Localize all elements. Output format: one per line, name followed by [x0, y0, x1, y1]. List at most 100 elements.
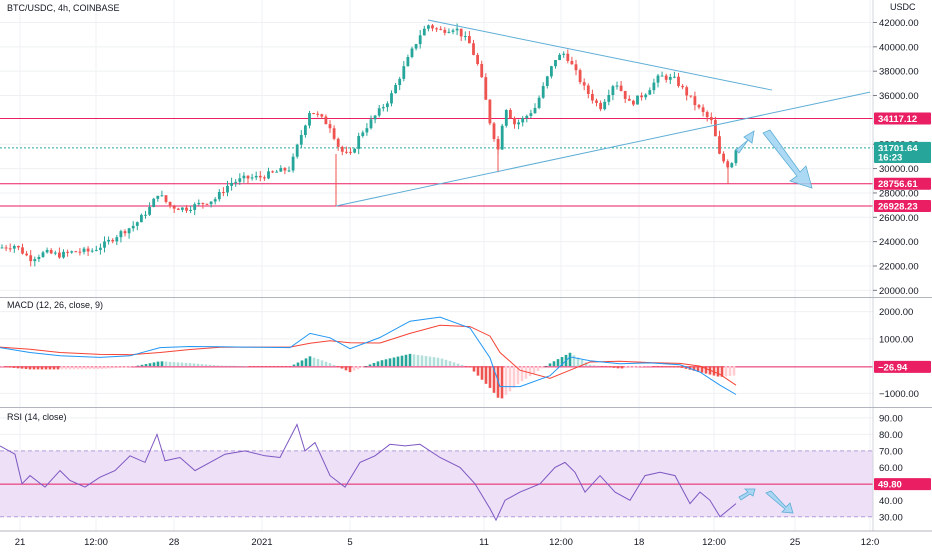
macd-histogram-bar [460, 364, 464, 367]
macd-histogram-bar [36, 366, 40, 370]
candle-body [484, 77, 488, 100]
candle-body [135, 222, 139, 226]
macd-histogram-bar [548, 363, 552, 367]
candle-body [705, 112, 709, 118]
macd-histogram-bar [592, 365, 596, 367]
candle-body [197, 202, 201, 205]
macd-histogram-bar [376, 361, 380, 367]
macd-histogram-bar [480, 366, 484, 380]
macd-histogram-bar [420, 355, 424, 367]
candle-body [648, 90, 652, 95]
pane-frame [0, 0, 932, 532]
candle-body [176, 208, 180, 210]
macd-histogram-bar [488, 366, 492, 388]
macd-histogram-bar [528, 366, 532, 377]
candle-body [148, 207, 151, 215]
candle-body [4, 247, 8, 249]
price-axis[interactable]: 42000.0040000.0038000.0036000.0032000.00… [874, 18, 931, 297]
candle-body [636, 95, 639, 105]
macd-histogram-bar [552, 361, 556, 367]
candle-body [685, 87, 689, 96]
macd-histogram-bar [504, 366, 508, 395]
candle-body [316, 113, 320, 115]
candle-body [443, 29, 447, 33]
macd-histogram-bar [224, 365, 228, 367]
candle-body [718, 136, 721, 154]
macd-signal-line [0, 324, 737, 386]
rsi-tick-label: 90.00 [879, 413, 903, 424]
macd-histogram-bar [468, 366, 472, 368]
candle-body [668, 76, 672, 80]
candle-body [521, 118, 525, 123]
candle-body [623, 90, 627, 99]
macd-histogram-bar [668, 366, 672, 368]
candle-body [185, 207, 188, 211]
macd-histogram-bar [588, 364, 592, 367]
macd-line [0, 316, 737, 395]
price-badge-bg [874, 112, 931, 125]
time-tick-label: 2021 [251, 537, 272, 548]
macd-histogram-bar [328, 363, 332, 367]
candle-body [562, 53, 566, 55]
trendline-upper[interactable] [427, 19, 773, 91]
candle-body [234, 181, 238, 183]
time-tick-label: 21 [15, 537, 26, 548]
macd-histogram-bar [336, 366, 340, 367]
macd-histogram-bar [604, 366, 608, 367]
candle-body [353, 148, 356, 153]
macd-histogram-bar [132, 366, 136, 367]
candle-body [500, 125, 504, 150]
rsi-arrow-up[interactable] [738, 488, 756, 501]
macd-histogram-bar [544, 365, 548, 367]
macd-histogram-bar [700, 366, 704, 373]
price-tick-label: 28000.00 [879, 188, 919, 199]
time-tick-label: 12:00 [549, 537, 573, 548]
candle-body [652, 82, 656, 91]
candle-body [115, 237, 119, 242]
candle-body [402, 66, 406, 79]
candle-body [258, 175, 262, 178]
chart-title: BTC/USDC, 4h, COINBASE [7, 3, 120, 13]
time-axis[interactable]: 21 12:00 28 2021 5 11 12:00 18 12:00 25 12:0 [15, 537, 880, 548]
macd-histogram-bar [16, 366, 20, 369]
macd-histogram-bar [352, 366, 356, 371]
candle-body [45, 249, 49, 253]
macd-histogram-bar [424, 356, 428, 367]
candle-body [660, 75, 664, 77]
macd-histogram-bar [56, 366, 60, 370]
price-tick-label: 22000.00 [879, 261, 919, 272]
projection-arrows [735, 129, 813, 514]
macd-histogram-bar [44, 366, 48, 370]
macd-histogram-bar [648, 366, 652, 367]
macd-histogram-bar [384, 359, 388, 367]
macd-histogram-bar [28, 366, 32, 370]
trendline-lower[interactable] [335, 91, 871, 207]
macd-histogram-bar [568, 352, 572, 367]
candle-body [545, 76, 549, 87]
macd-histogram-bar [524, 366, 528, 379]
projection-arrow-down[interactable] [762, 129, 813, 189]
macd-axis[interactable]: 2000.00 1000.00 −1000.00 −26.94 [874, 307, 931, 400]
candle-body [468, 36, 471, 44]
rsi-arrow-down[interactable] [765, 490, 794, 514]
macd-histogram-bar [284, 366, 288, 367]
rsi-current-badge-bg [874, 478, 931, 491]
candle-body [17, 245, 20, 248]
macd-histogram-bar [396, 356, 400, 367]
macd-histogram-bar [324, 361, 328, 367]
macd-histogram-bar [48, 366, 52, 370]
macd-histogram-bar [728, 366, 732, 377]
candle-body [377, 108, 381, 116]
projection-arrow-up[interactable] [735, 130, 755, 154]
candle-body [181, 207, 184, 210]
candle-body [70, 251, 74, 253]
candle-body [603, 101, 607, 110]
candle-body [554, 60, 557, 67]
candle-body [205, 203, 209, 205]
candle-body [29, 255, 33, 262]
macd-histogram-bar [120, 366, 124, 368]
candle-body [410, 48, 414, 57]
candlestick-series [0, 23, 738, 267]
